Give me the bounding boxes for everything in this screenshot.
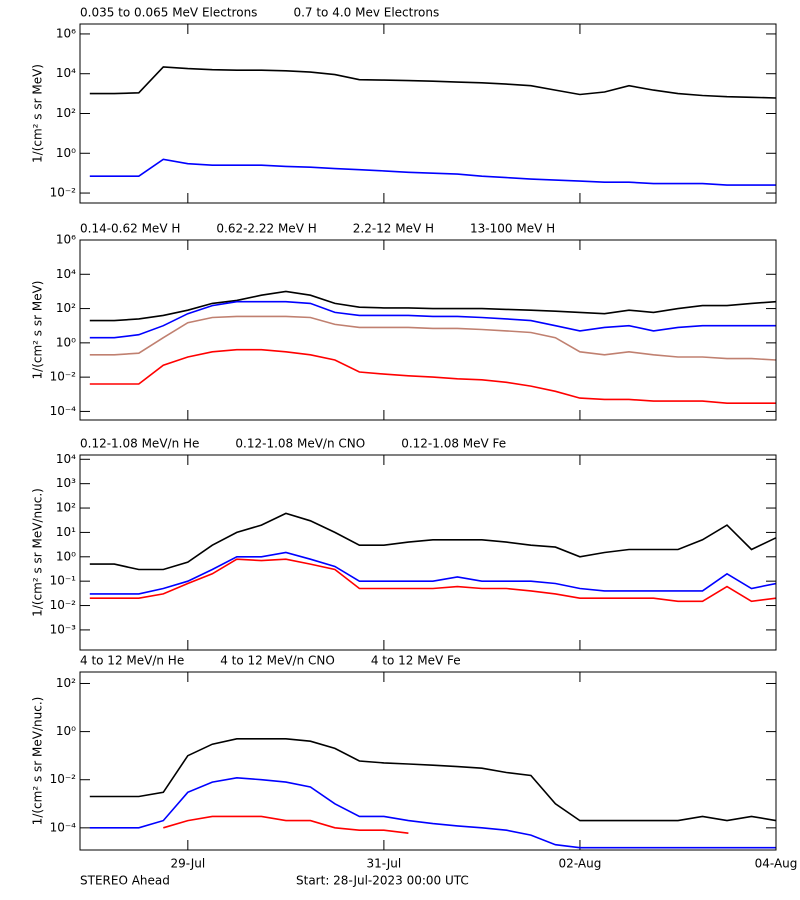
y-tick-label: 10² [56,106,76,120]
y-tick-label: 10⁶ [56,233,76,247]
y-tick-label: 10⁻² [50,772,77,786]
series-line [89,300,776,339]
y-tick-label: 10⁻² [50,598,77,612]
series-line [89,558,776,603]
legend-entry: 0.035 to 0.065 MeV Electrons [80,6,257,20]
x-tick-label: 04-Aug [755,857,798,871]
plot-frame [79,23,777,204]
y-tick-label: 10⁻¹ [50,574,77,588]
y-tick-label: 10¹ [56,525,76,539]
y-tick-label: 10⁰ [56,549,76,563]
plot-frame [79,454,777,651]
series-line [89,290,776,322]
series-line [89,315,776,361]
legend-entry: 0.12-1.08 MeV/n CNO [235,437,365,451]
y-tick-label: 10⁻² [50,186,77,200]
plot-area [89,738,776,849]
series-line [89,348,776,404]
y-tick-label: 10⁰ [56,335,76,349]
series-line [163,815,409,834]
legend-entry: 13-100 MeV H [470,222,555,236]
y-tick-label: 10⁰ [56,146,76,160]
y-tick-label: 10⁴ [56,267,76,281]
plot-frame [79,239,777,421]
y-tick-label: 10² [56,676,76,690]
footer-center: Start: 28-Jul-2023 00:00 UTC [296,874,469,888]
plot-frame [79,671,777,851]
y-tick-label: 10⁻⁴ [50,404,77,418]
series-line [89,158,776,186]
y-tick-label: 10⁴ [56,452,76,466]
y-tick-label: 10⁻³ [50,622,77,636]
y-tick-label: 10⁴ [56,66,76,80]
series-line [89,776,776,849]
legend-entry: 0.12-1.08 MeV/n He [80,437,199,451]
plot-area [89,290,776,404]
y-tick-label: 10⁻² [50,370,77,384]
legend-entry: 0.12-1.08 MeV Fe [401,437,506,451]
x-tick-label: 31-Jul [367,857,402,871]
series-line [89,66,776,99]
y-tick-label: 10² [56,301,76,315]
y-tick-label: 10⁰ [56,724,76,738]
legend-entry: 4 to 12 MeV/n CNO [220,654,335,668]
plot-area [89,66,776,186]
y-axis-label: 1/(cm² s sr MeV/nuc.) [31,697,45,826]
series-line [89,512,776,571]
x-tick-label: 29-Jul [170,857,205,871]
y-tick-label: 10³ [56,476,76,490]
y-axis-label: 1/(cm² s sr MeV/nuc.) [31,488,45,617]
series-line [89,551,776,595]
y-tick-label: 10⁶ [56,26,76,40]
y-axis-label: 1/(cm² s sr MeV) [31,64,45,163]
legend-entry: 0.7 to 4.0 Mev Electrons [293,6,439,20]
legend-entry: 4 to 12 MeV Fe [371,654,461,668]
x-tick-label: 02-Aug [559,857,602,871]
series-line [89,738,776,822]
y-tick-label: 10⁻⁴ [50,820,77,834]
legend-entry: 4 to 12 MeV/n He [80,654,184,668]
legend-entry: 0.14-0.62 MeV H [80,222,180,236]
y-tick-label: 10² [56,501,76,515]
y-axis-label: 1/(cm² s sr MeV) [31,281,45,380]
plot-area [89,512,776,603]
footer-left: STEREO Ahead [80,874,170,888]
legend-entry: 0.62-2.22 MeV H [216,222,316,236]
legend-entry: 2.2-12 MeV H [353,222,434,236]
